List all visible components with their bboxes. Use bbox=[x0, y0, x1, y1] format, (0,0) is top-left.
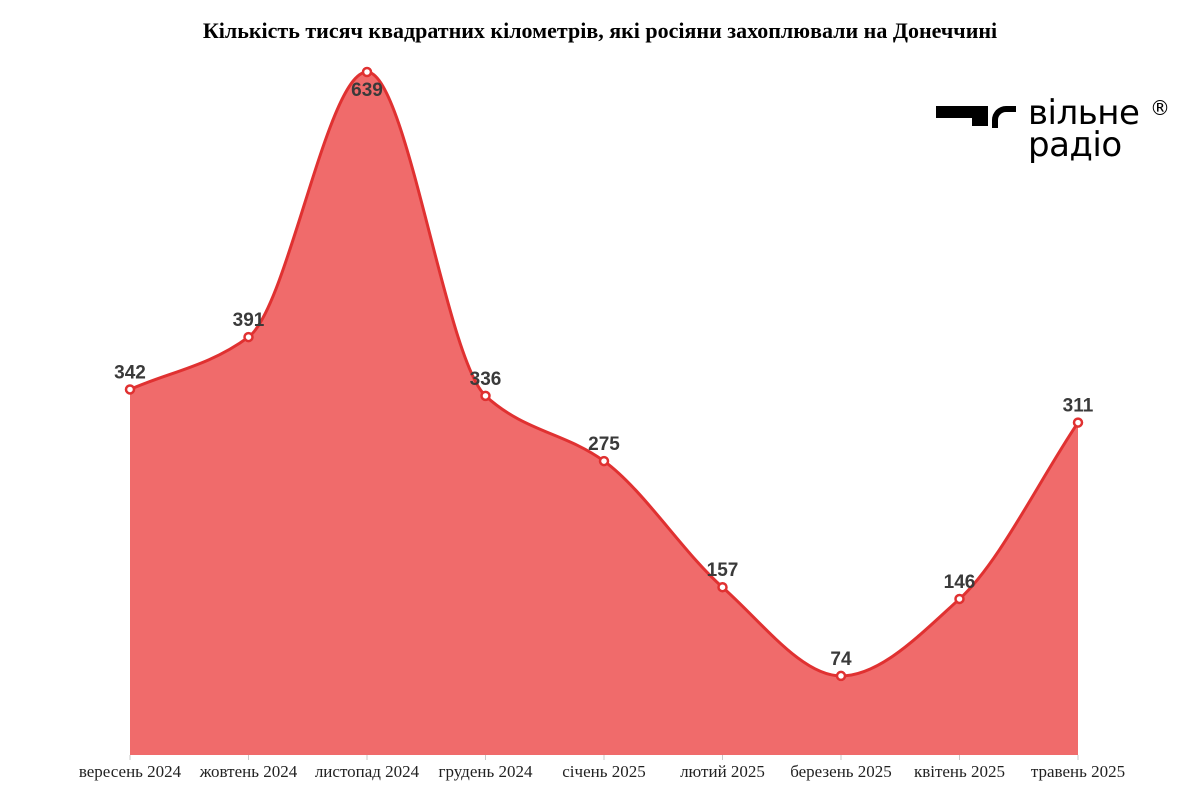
data-label: 311 bbox=[1063, 396, 1094, 417]
data-point bbox=[480, 390, 491, 402]
data-point bbox=[124, 384, 136, 395]
x-tick-label: грудень 2024 bbox=[439, 762, 533, 781]
registered-mark: ® bbox=[1150, 96, 1170, 120]
x-tick-label: вересень 2024 bbox=[79, 762, 182, 781]
data-label: 336 bbox=[470, 369, 502, 390]
x-tick-label: березень 2025 bbox=[790, 762, 892, 781]
data-label: 74 bbox=[830, 649, 852, 670]
data-label: 391 bbox=[233, 310, 265, 331]
data-point bbox=[361, 66, 373, 78]
logo-word-radio: радіо bbox=[1028, 125, 1122, 165]
area-fill bbox=[130, 72, 1078, 755]
data-point bbox=[243, 331, 254, 343]
data-point bbox=[835, 670, 847, 682]
series-line bbox=[129, 70, 1080, 678]
x-tick-label: квітень 2025 bbox=[914, 762, 1005, 781]
x-tick-label: лютий 2025 bbox=[680, 762, 765, 781]
logo-mark-curve bbox=[992, 106, 1016, 128]
logo-word-vilne: вільне bbox=[1028, 93, 1140, 133]
vilne-radio-logo: вільне радіо ® bbox=[936, 96, 1176, 166]
x-tick-label: січень 2025 bbox=[562, 762, 645, 781]
data-point bbox=[717, 581, 728, 593]
x-tick-label: жовтень 2024 bbox=[199, 762, 298, 781]
chart-title: Кількість тисяч квадратних кілометрів, я… bbox=[202, 18, 998, 43]
data-point bbox=[1072, 417, 1084, 428]
x-tick-label: листопад 2024 bbox=[315, 762, 420, 781]
data-label: 639 bbox=[351, 80, 383, 101]
data-label: 146 bbox=[944, 572, 976, 593]
x-tick-label: травень 2025 bbox=[1031, 762, 1125, 781]
data-point bbox=[598, 455, 610, 467]
data-label: 157 bbox=[707, 560, 739, 581]
data-point bbox=[954, 593, 965, 605]
logo-mark-stem bbox=[972, 106, 988, 126]
data-label: 342 bbox=[114, 362, 146, 383]
data-label: 275 bbox=[588, 434, 620, 455]
